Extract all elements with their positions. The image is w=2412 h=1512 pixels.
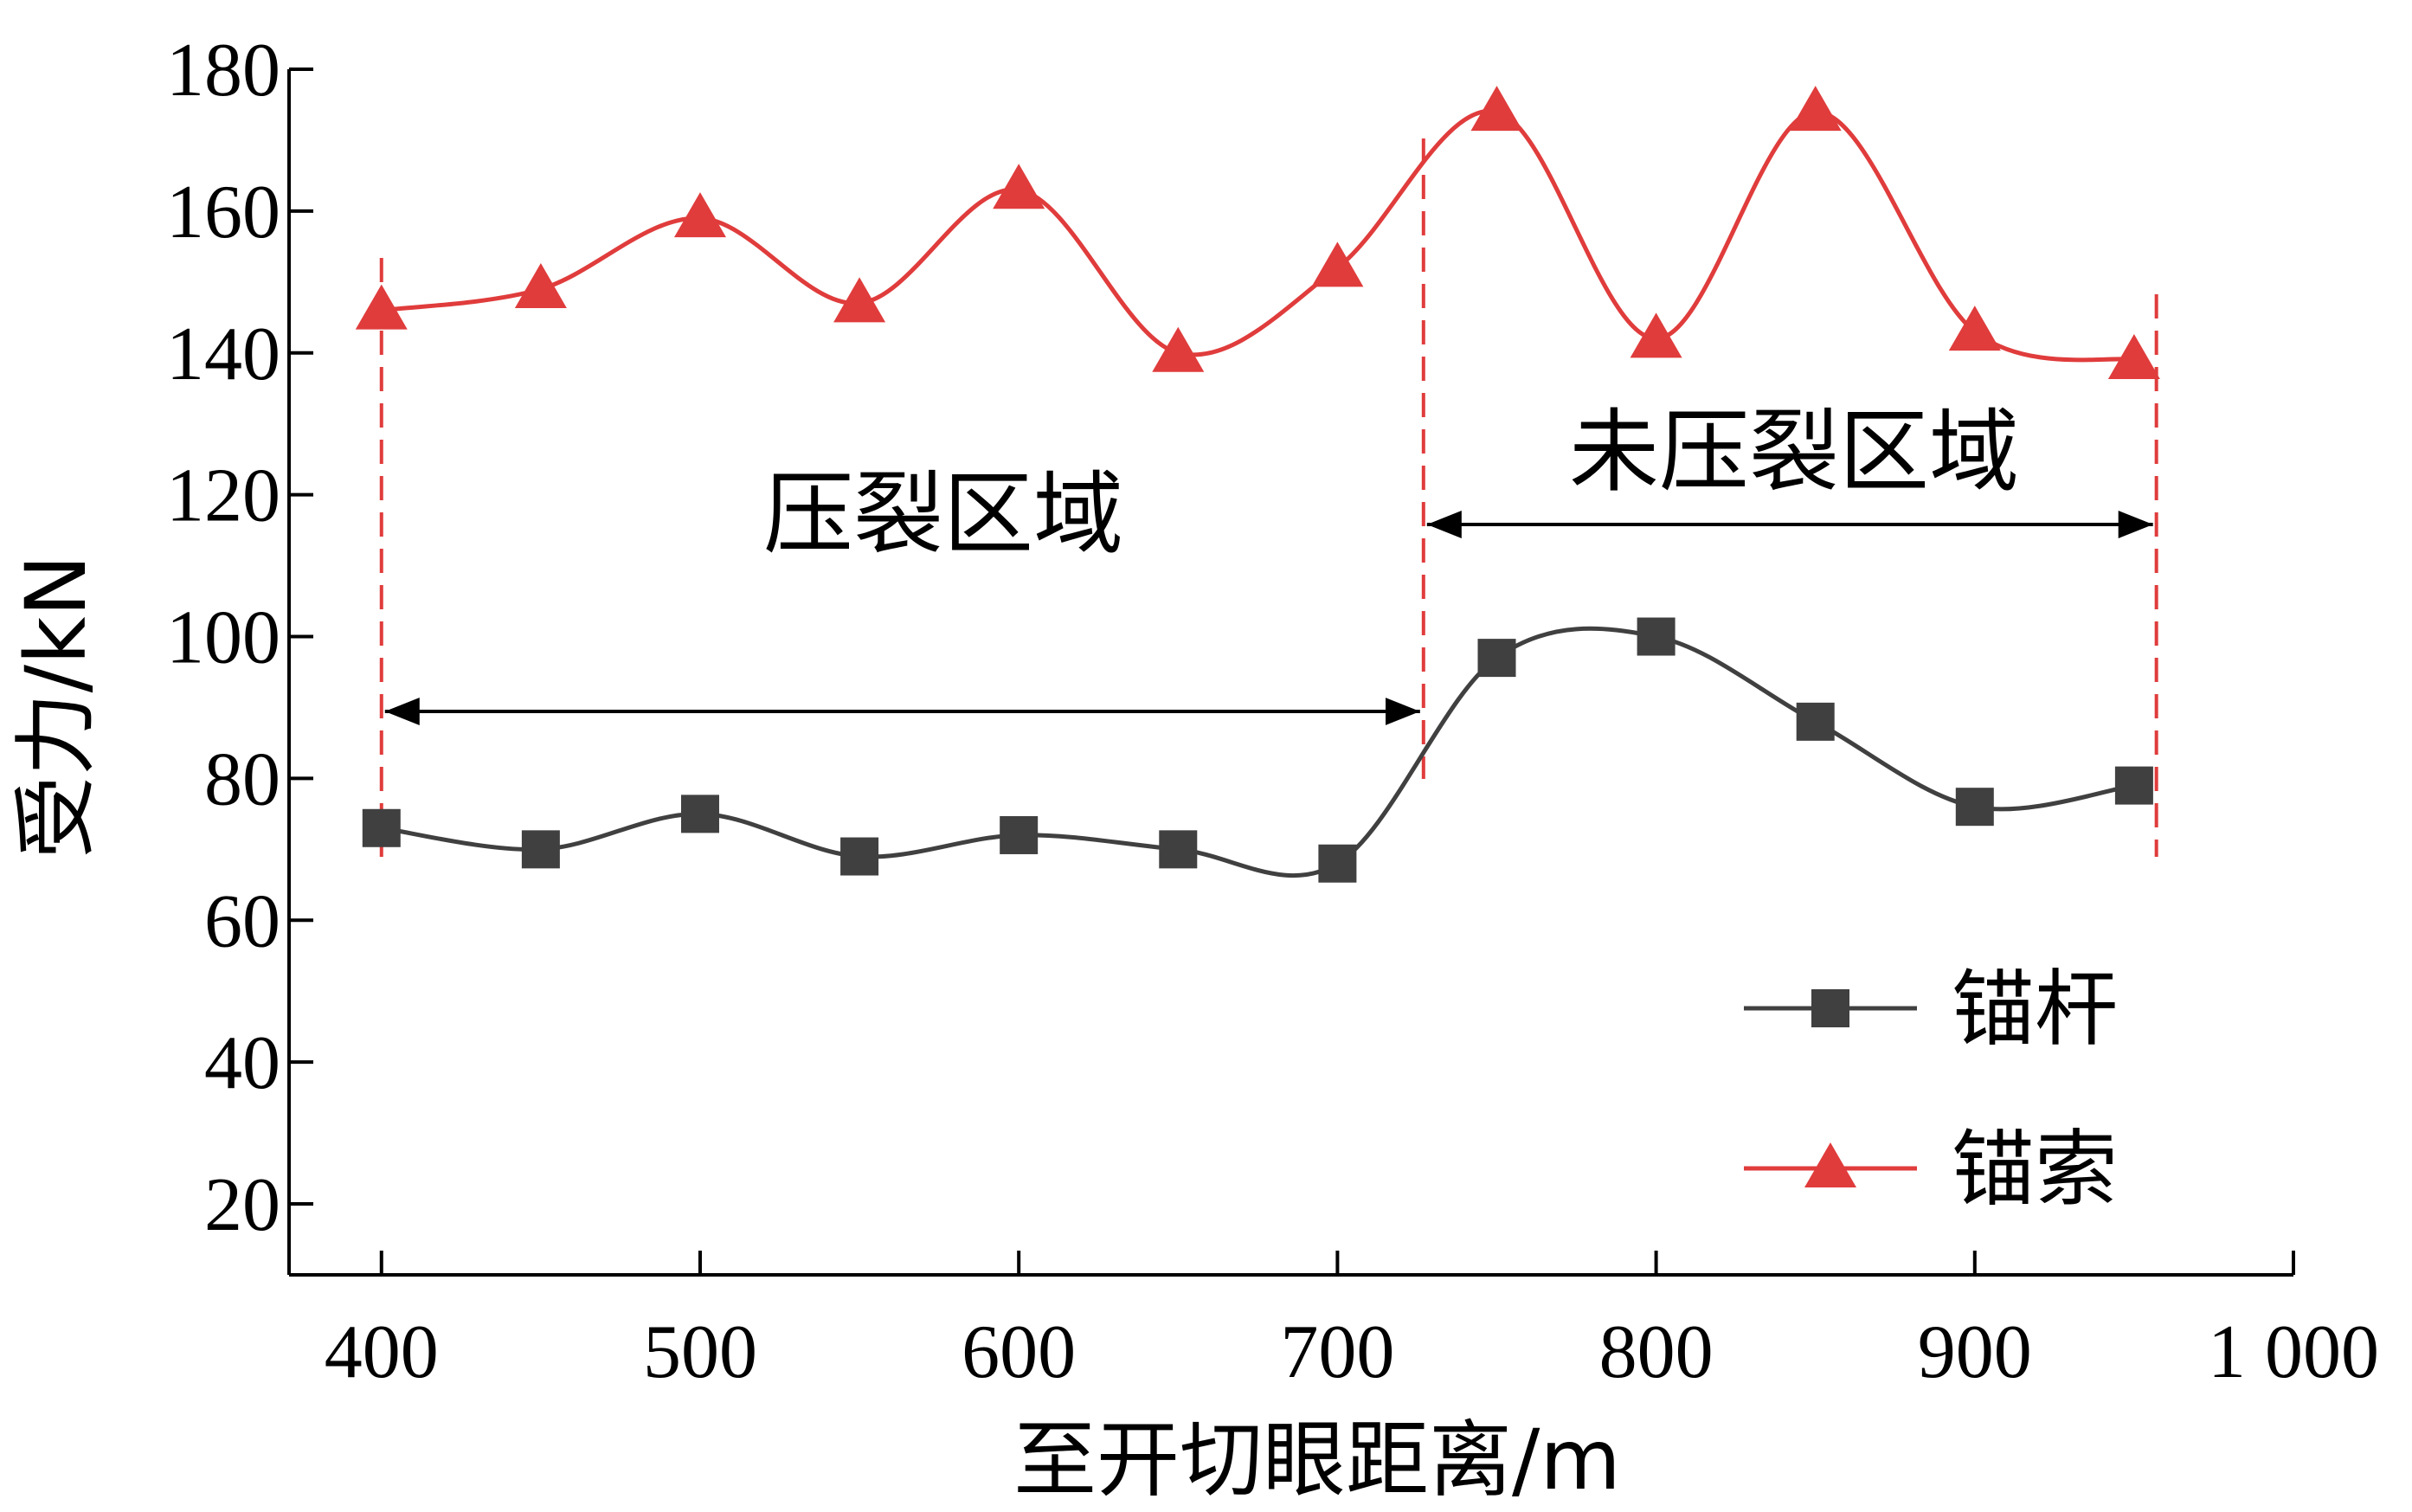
data-point-square [1955,788,1994,827]
data-point-triangle [514,263,567,309]
data-point-triangle [1311,241,1364,287]
x-tick-label: 1 000 [2208,1310,2379,1394]
zone-annotations: 压裂区域 未压裂区域 [379,138,2158,857]
data-point-square [1000,815,1039,854]
y-tick-label: 40 [204,1021,280,1105]
data-point-square [362,808,401,847]
x-tick-label: 800 [1599,1310,1714,1394]
y-tick-label: 180 [166,29,280,113]
data-point-triangle [1948,306,2001,351]
data-point-square [521,830,560,869]
legend-label: 锚杆 [1952,961,2118,1058]
x-tick-label: 900 [1918,1310,2032,1394]
data-point-triangle [673,192,726,238]
data-point-triangle [833,277,886,323]
data-point-square [680,795,719,833]
legend-marker-square [1811,989,1849,1027]
y-tick-label: 120 [166,454,280,538]
y-tick-label: 80 [204,737,280,821]
y-tick-label: 100 [166,596,280,680]
data-point-square [1477,639,1516,678]
legend-marker-triangle [1804,1142,1856,1187]
y-tick-label: 140 [166,312,280,396]
series-line [381,626,2135,878]
x-tick-label: 500 [643,1310,757,1394]
x-tick-label: 600 [962,1310,1076,1394]
series-group [355,86,2160,883]
y-tick-label: 20 [204,1163,280,1247]
data-point-square [840,837,879,876]
y-tick-label: 160 [166,171,280,254]
series-triangle [355,86,2160,379]
data-point-triangle [2107,333,2160,379]
series-line [381,108,2135,363]
data-point-triangle [355,284,408,330]
x-tick-label: 700 [1280,1310,1394,1394]
zone-label: 压裂区域 [763,461,1123,567]
ticks: 400 500 600 700 800 900 1 000 20 40 60 80 100 120 140… [166,29,2379,1394]
x-tick-label: 400 [325,1310,439,1394]
data-point-square [1318,844,1357,883]
data-point-square [1637,617,1676,656]
axes [287,69,2293,1277]
zone-label: 未压裂区域 [1569,399,2019,505]
legend-label: 锚索 [1952,1121,2118,1218]
data-point-triangle [1630,312,1682,358]
data-point-triangle [993,164,1045,209]
y-axis-title: 受力/kN [8,555,105,859]
data-point-triangle [1152,326,1205,372]
data-point-square [1796,702,1835,741]
data-point-triangle [1470,86,1523,132]
data-point-square [2114,766,2153,805]
data-point-triangle [1789,86,1842,132]
data-point-square [1159,830,1198,869]
y-tick-label: 60 [204,879,280,963]
x-axis-title: 至开切眼距离/m [1013,1412,1621,1509]
series-square [362,617,2153,883]
